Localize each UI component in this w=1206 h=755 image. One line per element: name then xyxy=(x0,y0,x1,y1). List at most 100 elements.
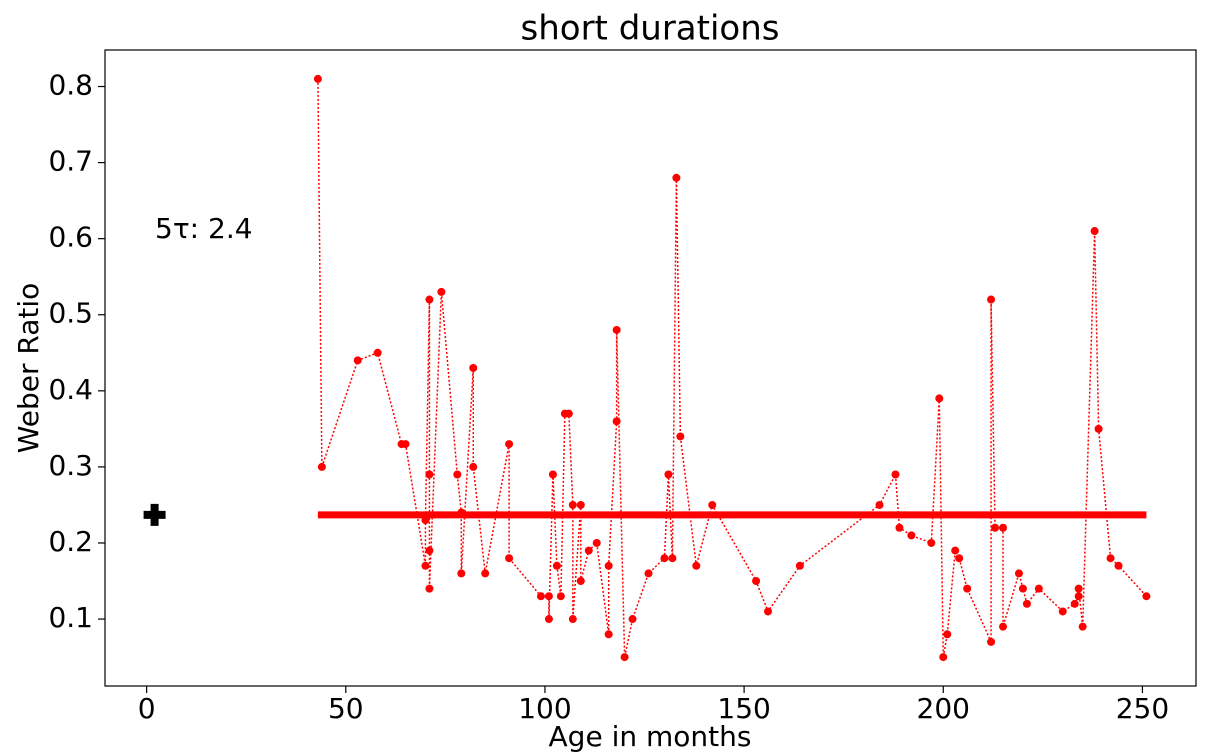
y-tick-label: 0.6 xyxy=(48,221,93,254)
data-point xyxy=(1034,584,1043,593)
data-point xyxy=(1018,584,1027,593)
data-point xyxy=(505,554,514,563)
data-point xyxy=(895,523,904,532)
data-point xyxy=(457,569,466,578)
data-point xyxy=(999,523,1008,532)
data-point xyxy=(1022,599,1031,608)
data-point xyxy=(548,470,557,479)
data-point xyxy=(421,516,430,525)
data-point xyxy=(576,500,585,509)
x-tick-label: 150 xyxy=(717,692,770,725)
data-point xyxy=(425,470,434,479)
data-point xyxy=(536,592,545,601)
y-tick-label: 0.2 xyxy=(48,525,93,558)
data-point xyxy=(469,462,478,471)
data-point xyxy=(612,417,621,426)
data-line xyxy=(317,78,1147,658)
data-point xyxy=(991,523,1000,532)
data-point xyxy=(620,653,629,662)
data-point xyxy=(584,546,593,555)
x-tick-label: 100 xyxy=(518,692,571,725)
y-tick-label: 0.8 xyxy=(48,69,93,102)
data-point xyxy=(943,630,952,639)
data-point xyxy=(907,531,916,540)
data-point xyxy=(999,622,1008,631)
data-point xyxy=(927,538,936,547)
y-tick-label: 0.5 xyxy=(48,297,93,330)
data-point xyxy=(505,440,514,449)
data-point xyxy=(544,615,553,624)
y-tick-label: 0.1 xyxy=(48,601,93,634)
data-point xyxy=(752,577,761,586)
data-point xyxy=(556,592,565,601)
data-point xyxy=(564,409,573,418)
data-point xyxy=(481,569,490,578)
data-point xyxy=(1058,607,1067,616)
y-tick-label: 0.4 xyxy=(48,373,93,406)
data-point xyxy=(1142,592,1151,601)
data-point xyxy=(544,592,553,601)
data-point xyxy=(1014,569,1023,578)
data-point xyxy=(457,508,466,517)
data-point xyxy=(1078,622,1087,631)
data-point xyxy=(987,637,996,646)
data-point xyxy=(1074,592,1083,601)
x-axis-label: Age in months xyxy=(549,720,752,753)
y-axis-label: Weber Ratio xyxy=(12,283,45,454)
data-point xyxy=(421,561,430,570)
data-point xyxy=(1106,554,1115,563)
data-point xyxy=(795,561,804,570)
data-point xyxy=(935,394,944,403)
data-point xyxy=(552,561,561,570)
x-tick-label: 50 xyxy=(328,692,364,725)
y-tick-label: 0.3 xyxy=(48,449,93,482)
data-point xyxy=(668,554,677,563)
data-point xyxy=(592,538,601,547)
data-point xyxy=(469,364,478,372)
y-tick-label: 0.7 xyxy=(48,145,93,178)
data-point xyxy=(437,287,446,296)
data-point xyxy=(764,607,773,616)
data-point xyxy=(576,577,585,586)
data-point xyxy=(1114,561,1123,570)
data-point xyxy=(644,569,653,578)
data-point xyxy=(939,653,948,662)
data-point xyxy=(1074,584,1083,593)
data-point xyxy=(373,348,382,357)
data-point xyxy=(708,500,717,509)
data-point xyxy=(612,325,621,334)
x-tick-label: 200 xyxy=(917,692,970,725)
data-point xyxy=(425,546,434,555)
data-point xyxy=(317,462,326,471)
data-point xyxy=(987,295,996,304)
data-point xyxy=(425,295,434,304)
annotation: 5τ: 2.4 xyxy=(155,212,253,245)
data-point xyxy=(672,173,681,182)
data-point xyxy=(660,554,669,563)
x-tick-label: 250 xyxy=(1116,692,1169,725)
cross-marker xyxy=(143,503,166,526)
data-point xyxy=(604,630,613,639)
chart-title: short durations xyxy=(521,9,780,49)
plot-frame xyxy=(104,49,1197,687)
data-point xyxy=(568,615,577,624)
data-point xyxy=(401,440,410,449)
data-point xyxy=(604,561,613,570)
data-point xyxy=(1070,599,1079,608)
data-point xyxy=(1094,424,1103,433)
data-point xyxy=(891,470,900,479)
data-point xyxy=(568,500,577,509)
data-point xyxy=(353,356,362,365)
x-tick-label: 0 xyxy=(138,692,156,725)
data-point xyxy=(676,432,685,441)
data-point xyxy=(875,500,884,509)
data-point xyxy=(664,470,673,479)
data-point xyxy=(963,584,972,593)
data-point xyxy=(313,74,322,83)
data-point xyxy=(1090,227,1099,236)
data-point xyxy=(692,561,701,570)
data-point xyxy=(453,470,462,479)
data-point xyxy=(425,584,434,593)
data-point xyxy=(951,546,960,555)
